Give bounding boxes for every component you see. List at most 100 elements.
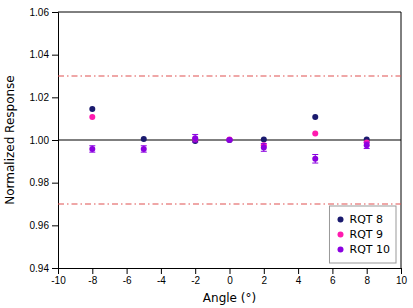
tick-label: 1.02 xyxy=(30,92,50,103)
tick-label: 2 xyxy=(262,275,268,286)
tick: 2 xyxy=(262,268,268,286)
tick-mark xyxy=(52,225,58,226)
tick-label: -6 xyxy=(123,275,132,286)
tick-label: -2 xyxy=(191,275,200,286)
tick-mark xyxy=(230,268,231,274)
legend-label: RQT 10 xyxy=(349,243,390,256)
point xyxy=(89,146,95,152)
point xyxy=(227,137,233,143)
tick: -4 xyxy=(157,268,166,286)
legend-swatch xyxy=(337,247,343,253)
tick-mark xyxy=(367,268,368,274)
tick-mark xyxy=(127,268,128,274)
legend: RQT 8 RQT 9 RQT 10 xyxy=(329,206,396,263)
series xyxy=(89,134,369,163)
tick-label: 0.98 xyxy=(30,177,50,188)
tick-label: 4 xyxy=(296,275,302,286)
tick-label: -10 xyxy=(51,275,66,286)
tick: 1.04 xyxy=(30,49,58,60)
legend-item: RQT 10 xyxy=(337,243,390,256)
reference-line xyxy=(58,203,401,204)
point xyxy=(192,136,198,142)
point xyxy=(89,114,95,120)
tick-mark xyxy=(52,55,58,56)
error-cap xyxy=(192,142,198,143)
point xyxy=(364,142,370,148)
point xyxy=(89,106,95,112)
error-cap xyxy=(312,154,318,155)
series xyxy=(89,106,369,144)
tick-label: 1.04 xyxy=(30,49,50,60)
tick: 4 xyxy=(296,268,302,286)
tick-label: 0.94 xyxy=(30,263,50,274)
tick-mark xyxy=(52,268,58,269)
tick-label: 1.06 xyxy=(30,7,50,18)
tick-mark xyxy=(161,268,162,274)
tick-label: -4 xyxy=(157,275,166,286)
tick-mark xyxy=(298,268,299,274)
point xyxy=(261,137,267,143)
point xyxy=(192,135,198,141)
y-axis: 0.94 0.96 0.98 1.00 1.02 1.04 1.06 xyxy=(30,7,59,274)
point xyxy=(312,131,318,137)
x-axis: -10 -8 -6 -4 -2 0 2 4 6 8 10 xyxy=(51,268,407,286)
plot: -10 -8 -6 -4 -2 0 2 4 6 8 10 0.94 0.96 0.98 1.00 1.02 1.… xyxy=(30,7,408,286)
tick-mark xyxy=(195,268,196,274)
reference-line xyxy=(58,75,401,76)
tick-mark xyxy=(264,268,265,274)
error-cap xyxy=(192,134,198,135)
tick: 0.98 xyxy=(30,177,58,188)
tick-mark xyxy=(52,97,58,98)
axis-line xyxy=(59,269,402,275)
tick-label: 8 xyxy=(364,275,370,286)
legend-label: RQT 9 xyxy=(349,228,383,241)
tick: 6 xyxy=(330,268,336,286)
y-axis-title: Normalized Response xyxy=(3,75,17,205)
point xyxy=(227,137,233,143)
legend-item: RQT 9 xyxy=(337,228,383,241)
point xyxy=(227,137,233,143)
tick: 0 xyxy=(227,268,233,286)
tick-mark xyxy=(52,140,58,141)
x-axis-title: Angle (°) xyxy=(203,291,256,305)
tick: -6 xyxy=(123,268,132,286)
tick-mark xyxy=(52,12,58,13)
tick: -10 xyxy=(51,268,66,286)
tick: 1.02 xyxy=(30,92,58,103)
series xyxy=(89,114,369,148)
legend-label: RQT 8 xyxy=(349,213,383,226)
tick-label: 6 xyxy=(330,275,336,286)
legend-swatch xyxy=(337,232,343,238)
tick: -8 xyxy=(88,268,97,286)
tick: 1.06 xyxy=(30,7,58,18)
tick-mark xyxy=(332,268,333,274)
tick: 10 xyxy=(396,268,408,286)
tick: 8 xyxy=(364,268,370,286)
tick: 0.96 xyxy=(30,220,58,231)
error-cap xyxy=(261,151,267,152)
point xyxy=(312,156,318,162)
tick-label: 0 xyxy=(227,275,233,286)
chart: -10 -8 -6 -4 -2 0 2 4 6 8 10 0.94 0.96 0.98 1.00 1.02 1.… xyxy=(0,0,413,308)
tick-label: 10 xyxy=(396,275,408,286)
tick-mark xyxy=(92,268,93,274)
point xyxy=(141,136,147,142)
tick: -2 xyxy=(191,268,200,286)
error-cap xyxy=(261,143,267,144)
marks xyxy=(58,76,401,204)
error-cap xyxy=(312,163,318,164)
point xyxy=(312,114,318,120)
tick-mark xyxy=(52,183,58,184)
axis-line xyxy=(52,13,59,269)
point xyxy=(141,146,147,152)
legend-swatch xyxy=(337,217,343,223)
tick-label: 0.96 xyxy=(30,220,50,231)
legend-box xyxy=(329,206,396,263)
tick: 1.00 xyxy=(30,135,58,146)
frame xyxy=(58,12,401,13)
legend-item: RQT 8 xyxy=(337,213,383,226)
tick-label: 1.00 xyxy=(30,135,50,146)
point xyxy=(261,144,267,150)
tick: 0.94 xyxy=(30,263,58,274)
tick-mark xyxy=(401,268,402,274)
